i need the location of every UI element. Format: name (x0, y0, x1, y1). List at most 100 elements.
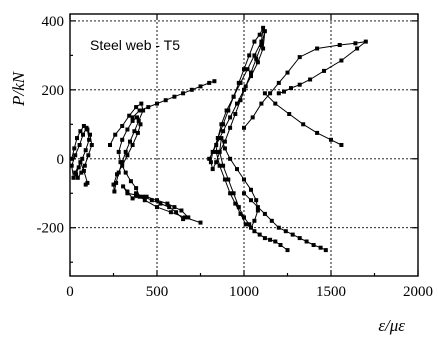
data-point (88, 132, 92, 137)
data-point (120, 163, 125, 168)
data-point (242, 125, 246, 130)
data-point (262, 29, 267, 34)
data-point (132, 129, 137, 134)
data-point (134, 186, 139, 191)
data-point (249, 225, 253, 230)
x-tick-label: 0 (66, 284, 74, 300)
data-point (243, 222, 248, 227)
series-4 (207, 25, 290, 253)
x-axis-label: ε/με (378, 316, 405, 335)
data-point (259, 43, 264, 47)
data-point (146, 105, 151, 110)
data-point (233, 112, 238, 116)
data-point (242, 215, 246, 220)
data-point (174, 210, 179, 215)
data-point (268, 91, 273, 96)
data-point (128, 179, 133, 184)
y-axis-label: P/kN (9, 70, 28, 107)
data-point (257, 232, 262, 237)
data-point (134, 191, 139, 196)
data-point (207, 80, 212, 85)
x-tick-label: 2000 (403, 284, 433, 300)
data-point (290, 232, 295, 237)
data-point (323, 248, 328, 253)
data-point (228, 156, 233, 161)
data-point (238, 211, 243, 216)
data-point (257, 32, 262, 37)
data-point (121, 184, 126, 189)
data-point (311, 243, 316, 247)
data-point (353, 41, 358, 46)
data-point (262, 236, 267, 241)
data-point (226, 177, 231, 182)
data-point (261, 46, 266, 51)
data-point (262, 91, 267, 96)
data-point (130, 115, 135, 120)
data-point (182, 215, 187, 220)
data-point (221, 129, 226, 134)
data-point (355, 46, 360, 51)
data-point (254, 56, 259, 61)
data-point (75, 175, 80, 180)
data-point (219, 122, 224, 127)
data-point (255, 60, 260, 65)
data-point (163, 98, 168, 103)
data-point (84, 125, 89, 130)
data-point (222, 139, 227, 144)
data-point (252, 229, 257, 234)
data-point (238, 98, 243, 103)
data-point (86, 153, 91, 158)
data-point (141, 194, 146, 199)
data-point (69, 163, 74, 168)
data-point (120, 137, 125, 142)
data-point (82, 163, 87, 168)
data-point (214, 160, 219, 165)
data-point (125, 153, 130, 158)
data-point (297, 82, 302, 87)
data-point (141, 108, 146, 113)
data-point (252, 39, 257, 44)
y-tick-label: 0 (57, 152, 65, 168)
data-point (222, 177, 227, 182)
series-line (208, 27, 288, 251)
data-point (144, 194, 149, 199)
data-point (116, 149, 121, 154)
axis-ticks: 0 500 1000 1500 2000 -200 0 200 400 (37, 14, 434, 300)
data-point (130, 196, 135, 201)
data-point (245, 67, 250, 72)
data-point (198, 84, 203, 89)
data-point (135, 115, 139, 120)
data-point (138, 122, 143, 127)
data-point (219, 136, 224, 141)
data-point (80, 156, 85, 161)
data-point (75, 136, 79, 141)
data-point (297, 236, 302, 241)
y-tick-label: 400 (42, 14, 65, 30)
data-point (273, 239, 278, 244)
data-point (210, 149, 215, 154)
data-point (250, 115, 255, 120)
data-point (81, 124, 86, 128)
data-point (259, 101, 264, 106)
data-point (71, 175, 76, 180)
series-7 (262, 91, 344, 147)
data-point (255, 208, 260, 213)
data-point (155, 205, 159, 210)
data-point (73, 170, 78, 175)
data-point (186, 215, 191, 220)
data-point (212, 79, 217, 84)
data-point (231, 191, 236, 196)
data-point (167, 205, 172, 210)
data-point (278, 243, 283, 247)
data-point (236, 205, 241, 210)
data-point (235, 167, 239, 172)
data-point (79, 170, 84, 175)
data-point (243, 84, 248, 89)
chart-annotation: Steel web - T5 (90, 37, 180, 53)
data-point (115, 172, 119, 177)
data-point (128, 139, 132, 144)
data-point (208, 160, 213, 165)
series-1 (69, 124, 94, 187)
data-point (134, 105, 139, 110)
